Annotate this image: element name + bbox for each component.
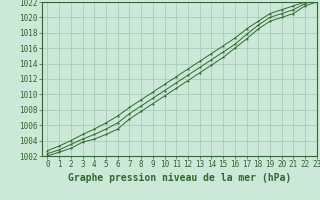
X-axis label: Graphe pression niveau de la mer (hPa): Graphe pression niveau de la mer (hPa): [68, 173, 291, 183]
